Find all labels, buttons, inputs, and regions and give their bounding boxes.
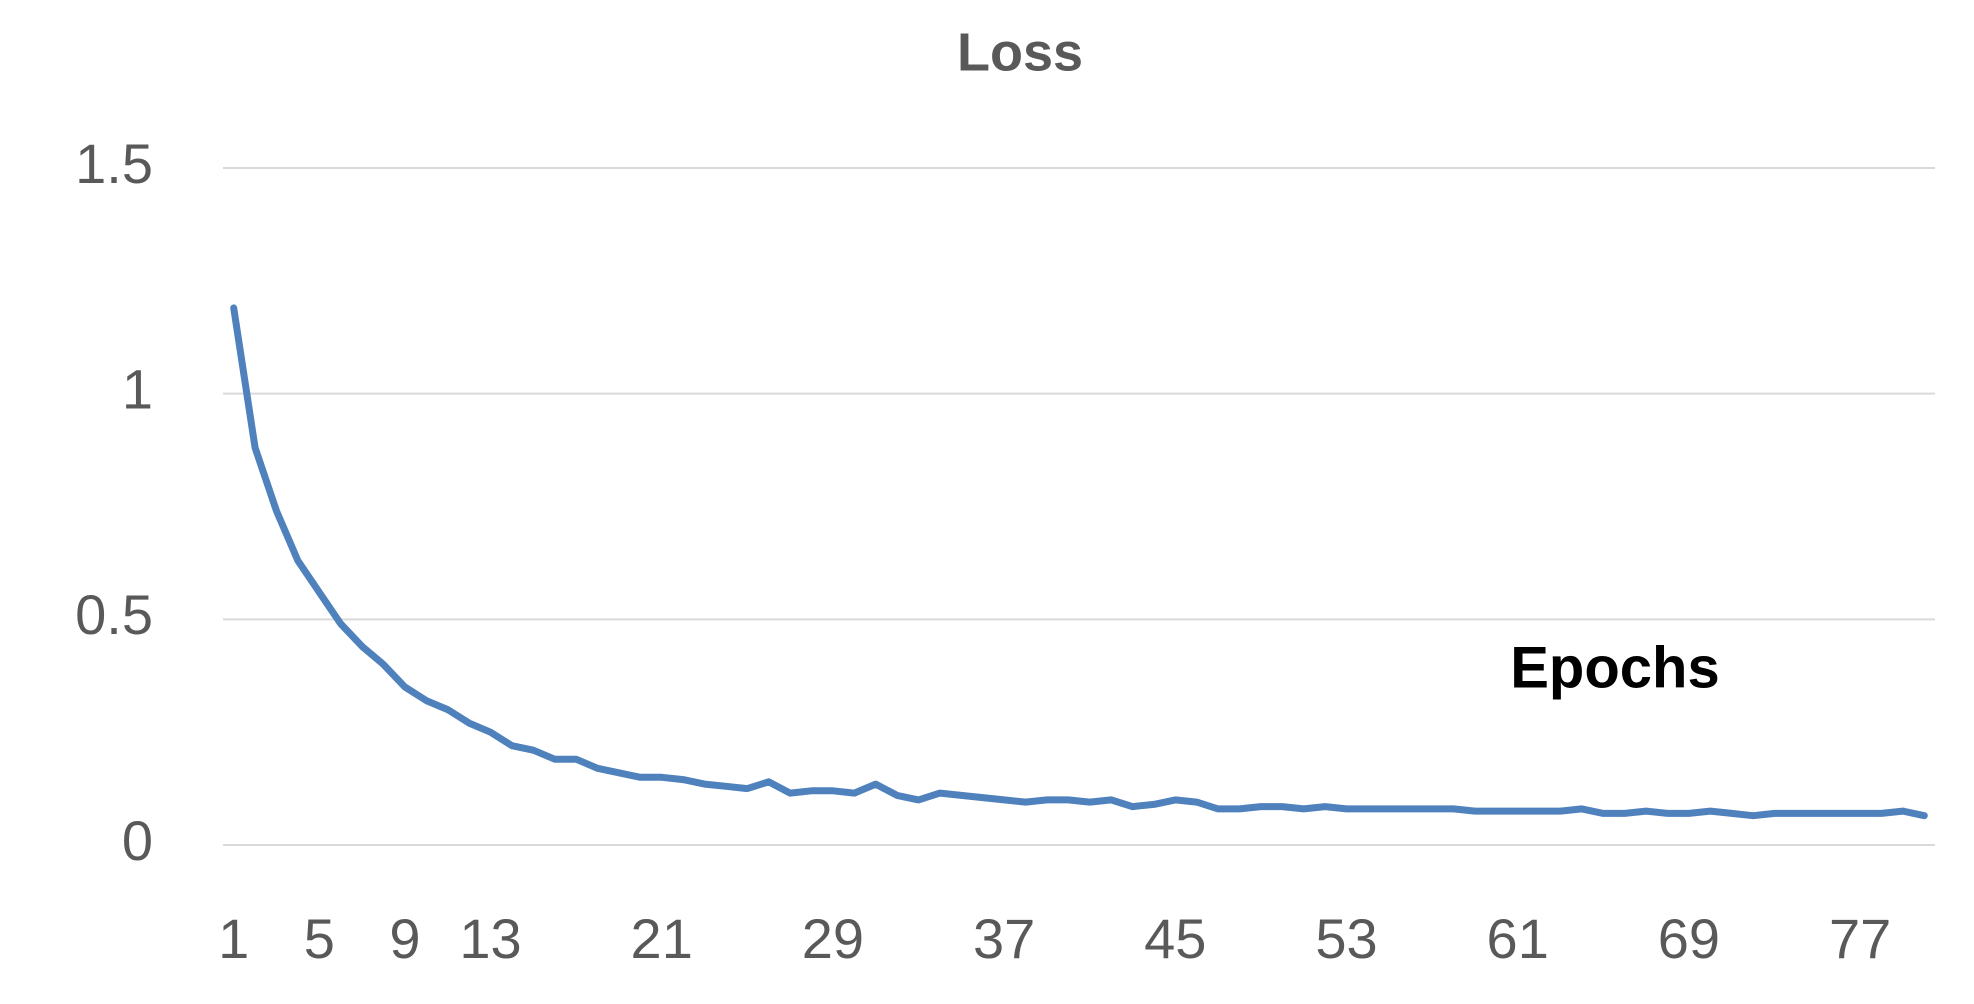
loss-line [230, 304, 1928, 820]
y-tick-label: 0.5 [75, 583, 153, 646]
x-axis-label: Epochs [1510, 635, 1720, 700]
x-tick-label: 21 [631, 907, 693, 970]
x-tick-label: 61 [1487, 907, 1549, 970]
x-tick-label: 1 [218, 907, 249, 970]
x-tick-label: 13 [459, 907, 521, 970]
y-tick-label: 1 [122, 357, 153, 420]
x-tick-label: 53 [1315, 907, 1377, 970]
x-tick-label: 77 [1829, 907, 1891, 970]
x-tick-label: 45 [1144, 907, 1206, 970]
chart-title: Loss [957, 22, 1083, 82]
x-tick-label: 37 [973, 907, 1035, 970]
y-tick-label: 0 [122, 809, 153, 872]
y-tick-label: 1.5 [75, 132, 153, 195]
x-tick-label: 69 [1658, 907, 1720, 970]
x-tick-label: 29 [802, 907, 864, 970]
x-tick-label: 5 [304, 907, 335, 970]
x-tick-label: 9 [389, 907, 420, 970]
